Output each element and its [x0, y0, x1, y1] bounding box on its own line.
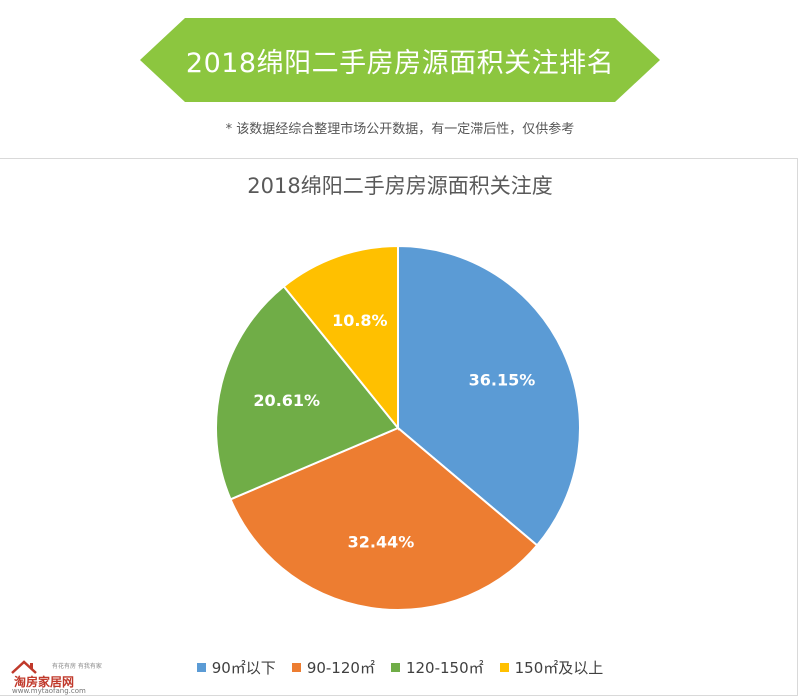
site-logo: 有花有房 有我有家 淘房家居网 www.mytaofang.com	[6, 657, 116, 695]
legend-item-3: 120-150㎡	[390, 657, 484, 678]
chart-legend: 90㎡以下 90-120㎡ 120-150㎡ 150㎡及以上	[0, 657, 800, 678]
pie-data-label-2: 32.44%	[348, 532, 415, 551]
legend-label: 150㎡及以上	[514, 659, 604, 677]
legend-label: 90㎡以下	[211, 659, 276, 677]
legend-item-2: 90-120㎡	[291, 657, 375, 678]
banner-title: 2018绵阳二手房房源面积关注排名	[185, 47, 615, 79]
legend-item-4: 150㎡及以上	[499, 657, 604, 678]
legend-swatch	[499, 663, 509, 672]
pie-data-label-3: 20.61%	[253, 391, 320, 410]
chart-title: 2018绵阳二手房房源面积关注度	[247, 174, 553, 198]
banner-shape	[140, 18, 660, 102]
house-roof-icon	[11, 660, 37, 674]
legend-item-1: 90㎡以下	[196, 657, 276, 678]
pie-slice-1	[397, 244, 581, 547]
logo-name: 淘房家居网	[14, 675, 75, 689]
legend-swatch	[196, 663, 206, 672]
pie-slice-2	[229, 426, 539, 611]
logo-url: www.mytaofang.com	[12, 687, 86, 695]
title-banner: 2018绵阳二手房房源面积关注排名	[0, 0, 800, 110]
legend-swatch	[390, 663, 400, 672]
disclaimer-note: * 该数据经综合整理市场公开数据，有一定滞后性，仅供参考	[225, 122, 575, 137]
pie-slice-4	[282, 244, 399, 431]
logo-slogan: 有花有房 有我有家	[52, 663, 102, 670]
pie-slice-3	[215, 284, 400, 501]
pie-data-label-4: 10.8%	[332, 311, 388, 330]
legend-label: 90-120㎡	[306, 659, 375, 677]
legend-label: 120-150㎡	[405, 659, 484, 677]
pie-data-label-1: 36.15%	[469, 371, 536, 390]
legend-swatch	[291, 663, 301, 672]
